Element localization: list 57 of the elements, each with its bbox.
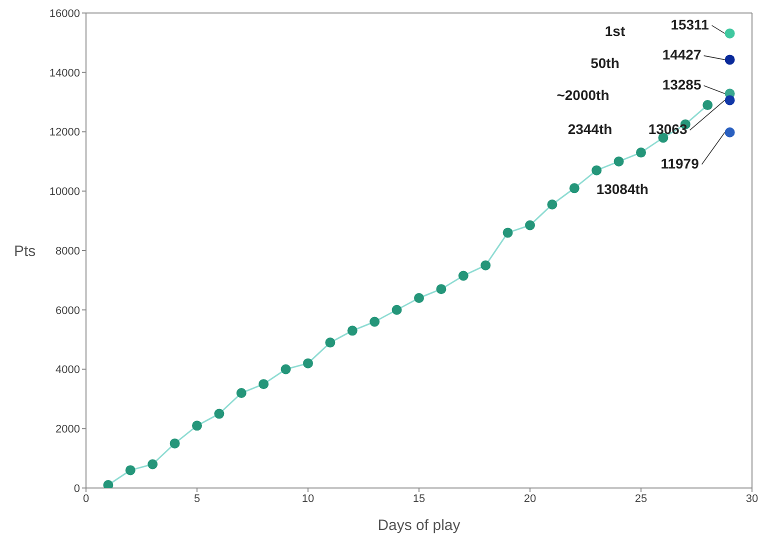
y-tick-label: 8000 [56,245,80,258]
annotation: ~2000th [556,87,610,103]
y-tick-label: 10000 [49,186,80,198]
point [458,270,468,281]
point [125,465,136,476]
point [724,54,735,65]
point [192,420,202,431]
y-tick-label: 2000 [56,424,80,436]
point [148,459,158,470]
point [258,379,269,390]
data-label: 13063 [648,121,688,138]
point [414,293,424,303]
point [325,338,336,348]
y-tick-label: 12000 [49,126,80,139]
data-label: 11979 [660,155,700,172]
annotation: 13084th [596,181,648,198]
y-tick-label: 16000 [49,8,80,20]
x-tick-label: 5 [194,492,200,505]
annotation: 2344th [568,121,612,137]
y-axis-title: Pts [14,242,36,260]
point [502,228,513,238]
y-tick-label: 6000 [56,304,80,317]
x-tick-label: 15 [412,492,426,505]
point [280,364,291,374]
point [614,156,624,166]
data-label: 14427 [662,46,702,63]
point [724,95,735,106]
annotation: 1st [604,23,626,39]
point [170,438,180,448]
annotation: 50th [590,55,620,71]
point [569,183,580,194]
point [347,326,358,336]
point [214,408,224,419]
x-tick-label: 20 [524,492,536,505]
x-tick-label: 30 [746,492,758,505]
point [392,304,402,315]
point [636,148,646,158]
x-axis-title: Days of play [378,517,461,534]
point [724,127,735,138]
point [724,28,735,38]
y-tick-label: 14000 [49,67,80,80]
point [370,316,380,327]
data-label: 13285 [662,76,702,93]
point [525,220,535,230]
x-tick-label: 25 [634,492,648,505]
point [702,100,713,110]
point [480,260,491,270]
y-tick-label: 0 [74,482,80,495]
point [303,358,313,368]
x-tick-label: 10 [302,492,314,505]
point [236,388,246,398]
point [436,284,446,294]
y-tick-label: 4000 [56,364,80,376]
point [592,165,602,176]
data-label: 15311 [670,16,710,32]
point [547,199,558,210]
x-tick-label: 0 [82,492,90,505]
